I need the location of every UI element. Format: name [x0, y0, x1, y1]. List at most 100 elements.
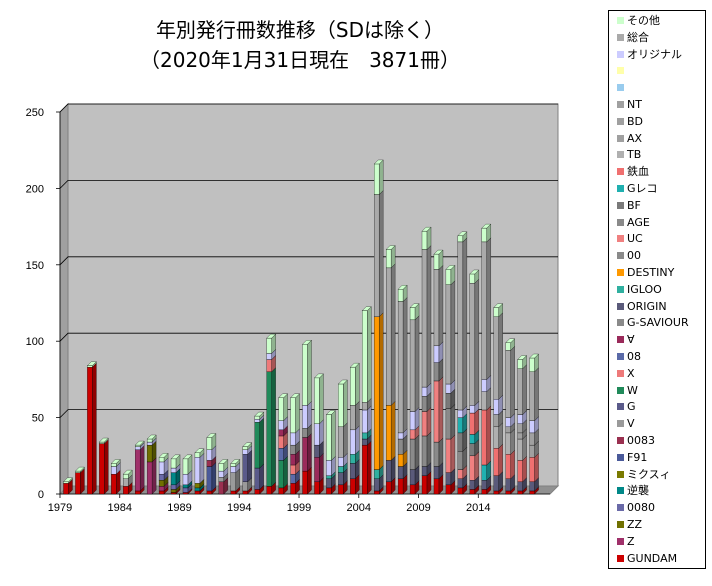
- bar-segment-2010-UC: [433, 376, 444, 443]
- bar-segment-1998-その他: [290, 393, 300, 434]
- legend-swatch: [617, 353, 624, 360]
- bar-segment-1991-F91: [206, 462, 217, 492]
- legend-label: TB: [627, 148, 642, 162]
- bar-segment-2006-DESTINY: [385, 401, 396, 461]
- gridline: [59, 103, 558, 113]
- bar-segment-2003-総合: [349, 401, 360, 431]
- bar-segment-2015-総合: [493, 312, 504, 400]
- x-tick-label: 1999: [287, 502, 311, 514]
- bar-segment-1997-W: [278, 456, 288, 489]
- legend-swatch: [617, 67, 624, 75]
- bar-segment-1980-その他: [75, 466, 85, 473]
- legend-swatch: [617, 185, 624, 192]
- bar-segment-1994-その他: [242, 442, 253, 451]
- legend-label: G-SAVIOUR: [627, 316, 689, 330]
- bar-segment-2005-総合: [373, 190, 384, 318]
- bar-segment-1995-その他: [254, 411, 265, 420]
- bar-segment-1996-その他: [266, 333, 277, 354]
- bar-segment-1996-W: [266, 367, 277, 487]
- bar-segment-2003-その他: [349, 362, 360, 406]
- bar-segment-1982-GUNDAM: [98, 439, 109, 495]
- legend-label: Gレコ: [627, 182, 658, 195]
- bar-segment-2006-総合: [385, 263, 396, 406]
- bar-segment-2009-その他: [421, 226, 432, 250]
- legend-swatch: [617, 420, 624, 428]
- bar-segment-1993-その他: [230, 459, 241, 467]
- bar-segment-2013-その他: [469, 269, 480, 284]
- x-tick-label: 1984: [108, 502, 132, 514]
- bar-segment-1995-W: [254, 417, 265, 469]
- bar-segment-2018-その他: [529, 353, 539, 373]
- bar-segment-2007-その他: [397, 284, 408, 302]
- legend-swatch: [617, 386, 624, 394]
- legend-label: 00: [627, 249, 641, 263]
- bar-segment-1994-G: [242, 449, 253, 483]
- y-tick-label: 100: [26, 336, 44, 348]
- legend-swatch: [617, 554, 624, 562]
- legend-label: X: [627, 366, 635, 380]
- bar-segment-2009-UC: [421, 407, 432, 437]
- bar-segment-2010-00: [433, 437, 444, 467]
- legend-label: F91: [627, 450, 648, 464]
- bar-segment-2016-総合: [505, 346, 516, 418]
- bar-segment-1983-その他: [110, 459, 121, 467]
- bar-segment-1990-その他: [194, 448, 205, 458]
- legend-swatch: [617, 50, 624, 58]
- bar-segment-2009-総合: [421, 245, 432, 388]
- bar-segment-2011-総合: [445, 280, 456, 385]
- legend-label: UC: [627, 232, 643, 246]
- legend-label: 逆襲: [627, 484, 649, 498]
- legend-label: 08: [627, 350, 641, 363]
- bar-segment-2001-その他: [326, 410, 336, 461]
- bar-segment-2012-総合: [457, 237, 468, 411]
- legend-label: AX: [627, 131, 643, 145]
- legend-swatch: [617, 168, 624, 176]
- bar-segment-2010-総合: [433, 265, 444, 347]
- legend-label: 総合: [627, 30, 649, 44]
- bar-segment-2012-その他: [457, 231, 468, 243]
- legend-label: Z: [627, 534, 635, 548]
- legend-label: ミクスィ: [627, 467, 671, 481]
- legend-swatch: [617, 201, 624, 209]
- legend-label: ∀: [627, 333, 635, 347]
- bar-segment-1987-その他: [158, 452, 169, 463]
- legend-label: V: [627, 417, 635, 431]
- legend-swatch: [617, 33, 624, 41]
- y-tick-label: 150: [26, 260, 44, 272]
- legend-label: GUNDAM: [627, 551, 678, 565]
- legend-swatch: [617, 235, 624, 243]
- bar-segment-1991-その他: [206, 433, 217, 451]
- legend-swatch: [617, 470, 624, 478]
- legend-label: G: [627, 400, 636, 414]
- bar-segment-2002-総合: [337, 422, 348, 458]
- bar-segment-2002-その他: [337, 379, 348, 428]
- legend-swatch: [617, 218, 624, 226]
- legend-label: BF: [627, 198, 641, 212]
- bar-segment-2009-00: [421, 431, 432, 467]
- bar-segment-2017-その他: [517, 355, 527, 370]
- legend-swatch: [617, 302, 624, 310]
- bar-segment-1990-オリジナル: [194, 452, 205, 484]
- bar-segment-1981-その他: [87, 361, 97, 368]
- legend-label: IGLOO: [627, 282, 662, 296]
- legend-label: AGE: [627, 215, 650, 229]
- bar-segment-1992-その他: [218, 459, 229, 472]
- legend-swatch: [617, 101, 624, 108]
- bar-segment-2014-その他: [481, 223, 492, 243]
- bar-segment-2013-UC: [469, 451, 480, 481]
- legend-swatch: [617, 117, 624, 125]
- bar-segment-1988-その他: [170, 454, 181, 469]
- legend-label: W: [627, 383, 638, 397]
- legend-swatch: [617, 504, 624, 512]
- bar-segment-2016-鉄血: [505, 449, 516, 480]
- legend-swatch: [617, 403, 624, 411]
- chart-subtitle: （2020年1月31日現在 3871冊）: [140, 48, 460, 72]
- bar-segment-2005-DESTINY: [373, 312, 384, 470]
- x-tick-label: 2009: [406, 502, 430, 514]
- legend-swatch: [617, 369, 624, 377]
- y-tick-label: 0: [38, 489, 44, 501]
- bar-segment-2008-総合: [409, 315, 420, 412]
- bar-segment-2008-その他: [409, 303, 420, 321]
- legend-swatch: [617, 487, 624, 495]
- x-tick-label: 1989: [167, 502, 191, 514]
